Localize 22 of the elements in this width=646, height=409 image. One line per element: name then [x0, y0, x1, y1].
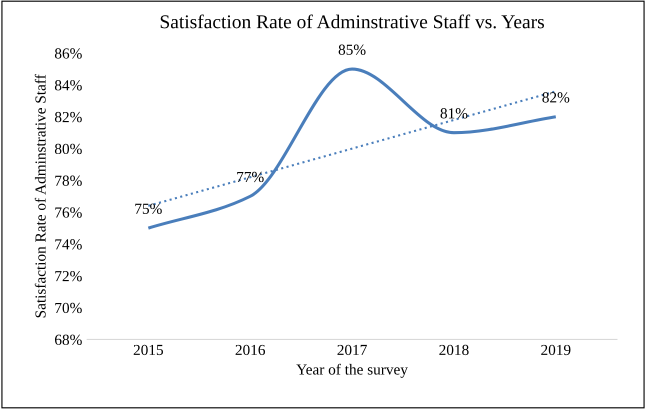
data-label: 82%: [542, 92, 570, 103]
y-tick-label: 84%: [54, 80, 82, 90]
x-tick-label: 2018: [439, 344, 469, 356]
y-tick-label: 76%: [55, 207, 82, 218]
y-tick-label: 80%: [54, 144, 82, 154]
x-tick-label: 2019: [541, 344, 570, 356]
y-tick-label: 70%: [55, 302, 82, 314]
y-tick-label: 82%: [54, 112, 82, 122]
y-axis-title: Satisfaction Rate of Adminstrative Staff: [34, 74, 46, 318]
y-tick-label: 78%: [55, 176, 82, 186]
x-tick-label: 2015: [134, 344, 164, 356]
x-axis-title: Year of the survey: [296, 364, 408, 378]
data-label: 85%: [338, 44, 366, 55]
chart-title: Satisfaction Rate of Adminstrative Staff vs. Years: [160, 14, 544, 28]
y-tick-label: 86%: [54, 48, 82, 59]
x-tick-label: 2017: [337, 344, 367, 356]
data-label: 75%: [135, 204, 162, 214]
y-tick-label: 68%: [55, 334, 82, 345]
data-label: 81%: [440, 108, 468, 119]
x-tick-label: 2016: [236, 344, 266, 356]
y-tick-label: 72%: [55, 270, 82, 282]
y-tick-label: 74%: [55, 239, 82, 250]
